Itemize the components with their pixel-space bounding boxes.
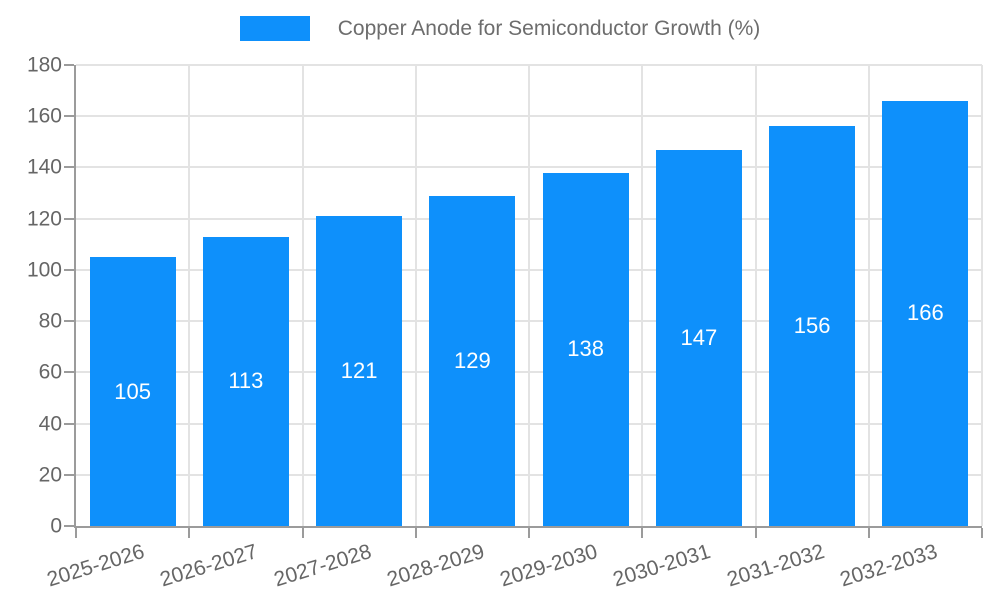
y-tick-mark [64, 320, 74, 323]
y-tick-label: 0 [50, 514, 62, 538]
chart-legend: Copper Anode for Semiconductor Growth (%… [0, 16, 1000, 41]
category-cell: 156 [756, 65, 869, 526]
category-cell: 138 [529, 65, 642, 526]
gridline-vertical [188, 65, 191, 526]
y-tick-label: 160 [26, 104, 62, 128]
x-tick-label: 2025-2026 [44, 540, 148, 592]
x-tick-mark [414, 528, 417, 538]
legend-swatch [239, 16, 310, 41]
y-tick-mark [64, 115, 74, 118]
bar-value-label: 138 [567, 336, 604, 362]
y-tick-label: 100 [26, 258, 62, 282]
gridline-vertical [981, 65, 983, 526]
bar: 166 [882, 100, 969, 526]
category-cell: 166 [869, 65, 982, 526]
y-axis-labels: 0 20 40 60 80 100 120 140 160 180 [0, 55, 62, 537]
x-axis-labels: 2025-2026 2026-2027 2027-2028 2028-2029 2029… [45, 540, 980, 600]
category-cell: 113 [189, 65, 302, 526]
x-tick-label: 2029-2030 [497, 540, 601, 592]
bar-value-label: 113 [228, 368, 264, 394]
bar: 147 [655, 149, 742, 526]
category-cell: 105 [76, 65, 189, 526]
y-tick-mark [64, 371, 74, 374]
x-tick-label: 2030-2031 [610, 540, 714, 592]
x-tick-label: 2027-2028 [271, 540, 374, 592]
bar: 138 [542, 172, 629, 526]
x-tick-mark [188, 528, 191, 538]
x-tick-mark [754, 528, 757, 538]
x-tick-mark [981, 528, 983, 538]
bar: 105 [89, 257, 176, 526]
bar-value-label: 156 [793, 313, 831, 339]
bar-value-label: 105 [114, 378, 151, 404]
category-cell: 129 [416, 65, 529, 526]
y-tick-label: 120 [26, 207, 62, 231]
bar-value-label: 121 [340, 358, 378, 384]
y-tick-label: 80 [38, 309, 62, 333]
y-tick-mark [64, 166, 74, 169]
bar: 129 [429, 195, 516, 526]
gridline-vertical [867, 65, 870, 526]
x-tick-mark [75, 528, 77, 538]
y-tick-label: 20 [38, 463, 62, 487]
x-tick-label: 2026-2027 [157, 540, 261, 592]
x-tick-label: 2028-2029 [384, 540, 488, 592]
y-tick-mark [64, 64, 74, 66]
gridline-vertical [528, 65, 530, 526]
x-tick-mark [528, 528, 530, 538]
y-tick-mark [64, 473, 74, 476]
gridline-vertical [414, 65, 417, 526]
gridline-vertical [641, 65, 644, 526]
y-tick-mark [64, 217, 74, 220]
plot-area: 105 113 121 129 138 147 156 166 [64, 64, 983, 538]
x-tick-mark [301, 528, 304, 538]
bar-value-label: 166 [907, 300, 944, 326]
bar: 121 [316, 216, 403, 526]
x-tick-mark [867, 528, 870, 538]
category-cell: 147 [642, 65, 755, 526]
bar: 156 [769, 126, 856, 526]
y-tick-mark [64, 525, 74, 527]
x-tick-label: 2031-2032 [724, 540, 827, 592]
x-tick-mark [641, 528, 644, 538]
y-tick-label: 140 [26, 155, 62, 179]
y-tick-mark [64, 268, 74, 271]
y-tick-label: 180 [26, 53, 62, 77]
gridline-vertical [754, 65, 757, 526]
category-cell: 121 [303, 65, 416, 526]
bar: 113 [202, 236, 289, 526]
x-tick-label: 2032-2033 [837, 540, 941, 592]
bar-value-label: 147 [680, 324, 718, 350]
bar-value-label: 129 [454, 347, 491, 373]
y-tick-label: 60 [38, 360, 62, 384]
y-tick-mark [64, 422, 74, 425]
gridline-vertical [301, 65, 304, 526]
y-tick-label: 40 [38, 412, 62, 436]
legend-label: Copper Anode for Semiconductor Growth (%… [337, 16, 761, 40]
